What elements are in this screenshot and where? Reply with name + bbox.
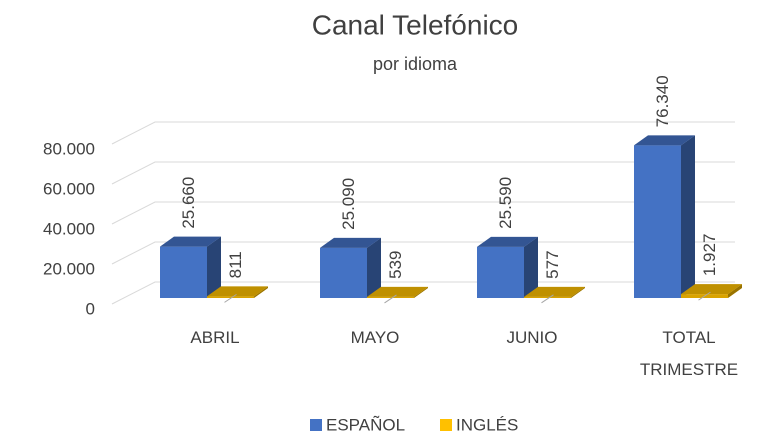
bar-side-shade [367,237,381,298]
bar-top-shade [367,286,428,297]
data-label: 76.340 [653,75,672,127]
bar-side-shade [681,135,695,298]
bar-side-shade [254,286,268,298]
bar-top [477,236,538,247]
bar-shade [367,296,414,298]
bar-top [367,286,428,297]
grid-line [111,121,735,145]
bar-top [320,237,381,248]
bar-side [207,236,221,298]
bar-side [571,286,585,298]
leader-line [698,291,711,301]
bar-top-shade [160,236,221,247]
bar [367,296,414,298]
bar-top-shade [477,236,538,247]
y-tick-label: 80.000 [43,139,95,158]
bar-top [634,135,695,146]
grid-line [111,241,735,265]
grid-line [111,281,735,305]
leader-line [384,294,397,304]
bar-side [367,237,381,298]
data-label: 25.660 [179,177,198,229]
bar-top [681,284,742,295]
data-label: 25.090 [339,178,358,230]
bar-side-shade [524,236,538,298]
bar [160,246,207,298]
bar-side [414,286,428,298]
bar-side [681,135,695,298]
legend-label: ESPAÑOL [326,415,405,434]
grid-line [111,161,735,185]
grid-line [111,201,735,225]
bar-shade [524,296,571,298]
bar [207,296,254,298]
x-tick-label: MAYO [350,328,400,347]
bar-side [254,286,268,298]
x-tick-label: TOTAL TRIMESTRE [639,328,739,379]
bar-top-shade [634,135,695,146]
bar [320,247,367,298]
bar-top-shade [524,286,585,297]
bar-side-shade [207,236,221,298]
y-tick-label: 20.000 [43,259,95,278]
bar-top [524,286,585,297]
data-label: 25.590 [496,177,515,229]
x-tick-label: JUNIO [506,328,558,347]
x-tick-label: ABRIL [190,328,240,347]
chart-title: Canal Telefónico [312,9,519,40]
bar-side-shade [728,284,742,298]
data-label: 1.927 [700,234,719,277]
legend-label: INGLÉS [456,415,518,434]
y-tick-label: 60.000 [43,179,95,198]
bar-top [207,286,268,297]
bar-side [728,284,742,298]
y-tick-label: 40.000 [43,219,95,238]
data-label: 539 [386,251,405,279]
bar-side-shade [571,286,585,298]
bar [477,246,524,298]
bar-side [524,236,538,298]
bar-top-shade [207,286,268,297]
y-tick-label: 0 [86,299,95,318]
bar-side-shade [414,286,428,298]
bar-shade [207,296,254,298]
bar [524,296,571,298]
bar-top [160,236,221,247]
legend-swatch [310,419,322,431]
data-label: 811 [226,251,245,278]
data-label: 577 [543,250,562,278]
legend-swatch [440,419,452,431]
bar [634,145,681,298]
leader-line [541,294,554,304]
chart-subtitle: por idioma [373,54,458,74]
bar-top-shade [681,284,742,295]
bar-top-shade [320,237,381,248]
leader-line [224,293,237,303]
